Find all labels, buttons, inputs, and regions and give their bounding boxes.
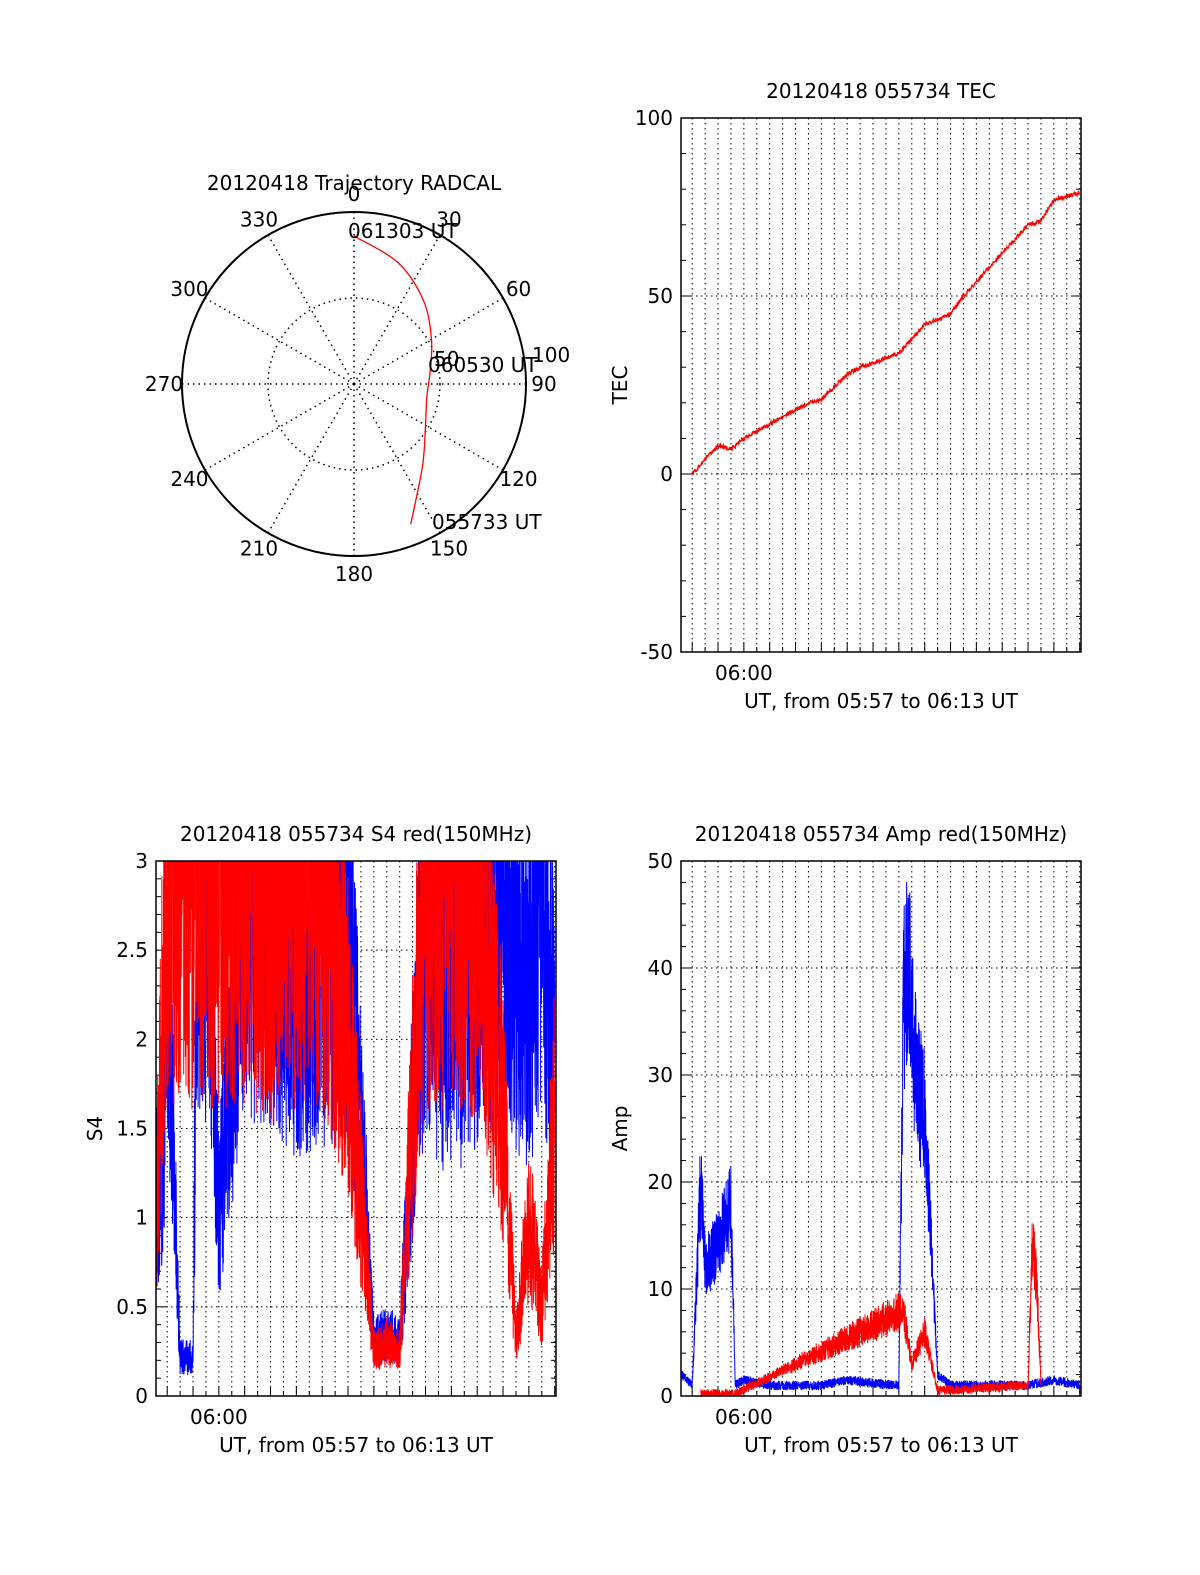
azimuth-label: 210	[240, 537, 278, 561]
radial-label: 100	[532, 343, 570, 367]
y-tick-label: 20	[648, 1170, 673, 1194]
azimuth-grid-spoke	[204, 297, 355, 385]
x-axis-label: UT, from 05:57 to 06:13 UT	[744, 1433, 1019, 1457]
series-line-red	[691, 189, 1081, 477]
line-chart: 20120418 055734 S4 red(150MHz) 0 0.5 1 1.5 2 2…	[83, 822, 557, 1457]
x-axis-label: UT, from 05:57 to 06:13 UT	[219, 1433, 494, 1457]
series-line-red	[156, 861, 556, 1370]
azimuth-grid-spoke	[353, 383, 441, 534]
chart-title: 20120418 055734 Amp red(150MHz)	[695, 822, 1067, 846]
y-tick-label: 2	[135, 1027, 148, 1051]
x-axis-label: UT, from 05:57 to 06:13 UT	[744, 689, 1019, 713]
y-tick-label: -50	[640, 640, 673, 664]
plot-area	[156, 861, 556, 1376]
azimuth-label: 120	[499, 467, 537, 491]
series-line-red	[700, 1223, 1042, 1396]
y-tick-label: 1	[135, 1206, 148, 1230]
y-axis-label: Amp	[608, 1106, 632, 1152]
azimuth-grid-spoke	[353, 383, 504, 471]
azimuth-grid-spoke	[267, 383, 355, 534]
line-chart: 20120418 055734 TEC -50 0 50 100 06:00 UT, fro…	[608, 79, 1082, 713]
y-tick-label: 10	[648, 1277, 673, 1301]
y-tick-label: 50	[648, 849, 673, 873]
y-tick-label: 0.5	[116, 1295, 148, 1319]
azimuth-label: 180	[335, 562, 373, 586]
azimuth-label: 150	[430, 537, 468, 561]
x-tick-label: 06:00	[190, 1405, 248, 1429]
y-tick-label: 0	[660, 462, 673, 486]
azimuth-label: 30	[436, 207, 461, 231]
azimuth-label: 270	[145, 372, 183, 396]
azimuth-grid-spoke	[204, 383, 355, 471]
azimuth-label: 60	[506, 277, 531, 301]
radial-label: 50	[434, 347, 459, 371]
plot-frame	[680, 117, 1082, 653]
plot-frame	[680, 860, 1082, 1397]
y-tick-label: 40	[648, 956, 673, 980]
y-tick-label: 3	[135, 849, 148, 873]
y-tick-label: 1.5	[116, 1117, 148, 1141]
chart-title: 20120418 055734 S4 red(150MHz)	[180, 822, 532, 846]
x-tick-label: 06:00	[715, 661, 773, 685]
y-tick-label: 2.5	[116, 938, 148, 962]
chart-title: 20120418 Trajectory RADCAL	[207, 171, 502, 195]
polar-outer-ring	[181, 211, 527, 557]
y-axis-label: TEC	[608, 366, 632, 406]
radial-grid-ring	[267, 297, 441, 471]
plot-area	[681, 881, 1081, 1396]
x-tick-label: 06:00	[715, 1405, 773, 1429]
azimuth-grid-spoke	[353, 234, 441, 385]
azimuth-label: 90	[531, 372, 556, 396]
azimuth-label: 330	[240, 207, 278, 231]
y-tick-label: 50	[648, 284, 673, 308]
azimuth-grid-spoke	[267, 234, 355, 385]
time-annotation: 061303 UT	[348, 219, 458, 243]
azimuth-label: 240	[170, 467, 208, 491]
azimuth-grid-spoke	[353, 297, 504, 385]
azimuth-label: 0	[348, 182, 361, 206]
y-tick-label: 0	[660, 1384, 673, 1408]
y-tick-label: 30	[648, 1063, 673, 1087]
chart-title: 20120418 055734 TEC	[766, 79, 996, 103]
trajectory-line	[353, 235, 433, 525]
time-annotation: 055733 UT	[432, 510, 542, 534]
plot-area	[691, 189, 1081, 477]
y-axis-label: S4	[83, 1116, 107, 1141]
time-annotation: 060530 UT	[428, 353, 538, 377]
plot-frame	[155, 860, 557, 1397]
y-tick-label: 100	[635, 106, 673, 130]
line-chart: 20120418 055734 Amp red(150MHz) 0 10 20 30 40…	[608, 822, 1082, 1457]
y-tick-label: 0	[135, 1384, 148, 1408]
azimuth-label: 300	[170, 277, 208, 301]
